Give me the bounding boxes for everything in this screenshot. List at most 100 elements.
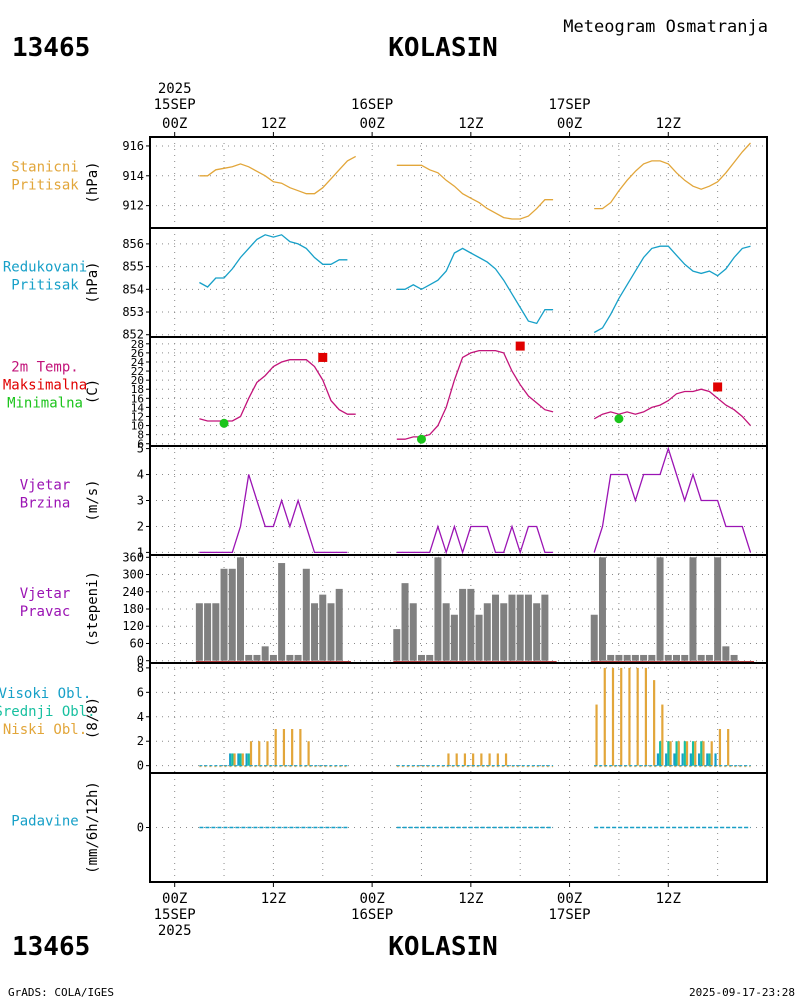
series-line-wind-speed bbox=[199, 474, 348, 554]
top-year-label: 2025 bbox=[158, 81, 192, 97]
y-tick-label: 2 bbox=[137, 519, 144, 533]
bottom-time-label: 12Z bbox=[656, 891, 681, 907]
cloud-bar-niski-obl- bbox=[611, 667, 615, 766]
credit: GrADS: COLA/IGES bbox=[8, 986, 114, 999]
panel-wind-speed: 1 2 3 4 5 (m/s) Vjetar Brzina bbox=[20, 442, 768, 559]
station-id-top: 13465 bbox=[12, 33, 90, 63]
cloud-bar-niski-obl- bbox=[472, 753, 475, 766]
wind-direction-bar bbox=[500, 603, 508, 661]
y-tick-label: 18 bbox=[131, 383, 144, 396]
cloud-bar-srednji-obl- bbox=[667, 741, 670, 766]
wind-direction-bar bbox=[278, 563, 286, 661]
cloud-bar-niski-obl- bbox=[661, 704, 664, 766]
panel-frame bbox=[149, 136, 768, 229]
cloud-bar-niski-obl- bbox=[249, 741, 253, 766]
wind-direction-bar bbox=[269, 654, 277, 661]
cloud-bar-niski-obl- bbox=[718, 729, 722, 766]
cloud-bar-niski-obl- bbox=[455, 753, 458, 766]
series-line-wind-speed bbox=[396, 524, 554, 555]
cloud-bar-niski-obl- bbox=[595, 704, 598, 766]
top-time-label: 12Z bbox=[458, 116, 483, 132]
wind-direction-bar bbox=[615, 654, 623, 661]
wind-direction-bar bbox=[204, 603, 212, 661]
series-line-temperature bbox=[199, 359, 356, 422]
wind-direction-bar bbox=[541, 594, 549, 661]
top-date-label: 17SEP bbox=[548, 97, 590, 113]
unit-label: (mm/6h/12h) bbox=[85, 781, 101, 874]
wind-direction-bar bbox=[689, 557, 697, 661]
min-temp-marker bbox=[219, 418, 229, 428]
cloud-bar-niski-obl- bbox=[653, 680, 656, 766]
wind-direction-bar bbox=[697, 654, 705, 661]
series-line-station-pressure bbox=[199, 155, 357, 195]
panel-label: Niski Obl. bbox=[3, 722, 87, 738]
y-tick-label: 14 bbox=[131, 401, 145, 414]
cloud-bar-visoki-obl- bbox=[665, 753, 668, 766]
cloud-bar-niski-obl- bbox=[603, 667, 606, 766]
wind-direction-bar bbox=[393, 629, 401, 661]
cloud-bar-visoki-obl- bbox=[656, 753, 660, 766]
cloud-bar-niski-obl- bbox=[644, 667, 647, 766]
y-tick-label: 6 bbox=[137, 438, 144, 451]
y-tick-label: 120 bbox=[122, 619, 144, 633]
panel-label: Vjetar bbox=[20, 478, 71, 494]
panel-precipitation: 0 (mm/6h/12h) Padavine bbox=[11, 772, 768, 883]
bottom-time-label: 12Z bbox=[261, 891, 286, 907]
panel-label: Stanicni bbox=[11, 160, 78, 176]
top-time-label: 12Z bbox=[261, 116, 286, 132]
wind-direction-bar bbox=[212, 603, 220, 661]
wind-direction-bar bbox=[245, 654, 253, 661]
cloud-bar-visoki-obl- bbox=[697, 753, 701, 766]
wind-direction-bar bbox=[434, 557, 442, 661]
panel-label: Pravac bbox=[20, 604, 71, 620]
bottom-time-label: 00Z bbox=[162, 891, 187, 907]
wind-direction-bar bbox=[590, 614, 598, 661]
panel-label: Redukovani bbox=[3, 260, 87, 276]
cloud-bar-niski-obl- bbox=[496, 753, 499, 766]
cloud-bar-visoki-obl- bbox=[714, 753, 717, 766]
bottom-time-label: 00Z bbox=[359, 891, 384, 907]
top-time-label: 00Z bbox=[162, 116, 187, 132]
panel-wind-direction: 0 60 120 180 240 300 360 (stepeni) Vjetar Pravac bbox=[20, 550, 768, 668]
y-tick-label: 16 bbox=[131, 392, 144, 405]
unit-label: (m/s) bbox=[85, 479, 101, 521]
wind-direction-bar bbox=[426, 654, 434, 661]
y-tick-label: 300 bbox=[122, 568, 144, 582]
wind-direction-bar bbox=[673, 654, 681, 661]
y-tick-label: 0 bbox=[137, 759, 144, 773]
top-time-label: 00Z bbox=[557, 116, 582, 132]
wind-direction-bar bbox=[220, 568, 228, 661]
cloud-bar-niski-obl- bbox=[628, 667, 631, 766]
y-tick-label: 8 bbox=[137, 429, 144, 442]
y-tick-label: 3 bbox=[137, 494, 144, 508]
cloud-bar-niski-obl- bbox=[694, 741, 697, 766]
series-line-wind-speed bbox=[593, 446, 752, 553]
panel-label: Brzina bbox=[20, 496, 71, 512]
cloud-bar-srednji-obl- bbox=[231, 753, 234, 766]
cloud-bar-visoki-obl- bbox=[681, 753, 684, 766]
min-temp-marker bbox=[614, 414, 624, 424]
y-tick-label: 5 bbox=[137, 442, 144, 456]
wind-direction-bar bbox=[253, 654, 261, 661]
panel-reduced-pressure: 852 853 854 855 856 (hPa)Redukovani Pritisak bbox=[3, 227, 768, 342]
series-line-reduced-pressure bbox=[593, 245, 751, 334]
cloud-bar-srednji-obl- bbox=[708, 753, 711, 766]
series-line-reduced-pressure bbox=[396, 247, 554, 325]
panel-clouds: 0 2 4 6 8 (8/8)Visoki Obl. Srednji Obl. Niski O… bbox=[0, 661, 768, 774]
cloud-bar-srednji-obl- bbox=[247, 753, 250, 766]
y-tick-label: 60 bbox=[130, 636, 144, 650]
cloud-bar-niski-obl- bbox=[488, 753, 491, 766]
wind-direction-bar bbox=[311, 603, 319, 661]
cloud-bar-niski-obl- bbox=[710, 741, 713, 766]
wind-direction-bar bbox=[459, 588, 467, 661]
y-tick-label: 20 bbox=[131, 374, 144, 387]
y-tick-label: 912 bbox=[122, 199, 144, 213]
top-date-label: 15SEP bbox=[154, 97, 196, 113]
y-tick-label: 4 bbox=[137, 468, 144, 482]
max-temp-marker bbox=[515, 341, 525, 351]
panel-label: Minimalna bbox=[7, 396, 83, 412]
panel-label: Pritisak bbox=[11, 278, 79, 294]
y-tick-label: 360 bbox=[122, 550, 144, 564]
wind-direction-bar bbox=[722, 646, 730, 661]
